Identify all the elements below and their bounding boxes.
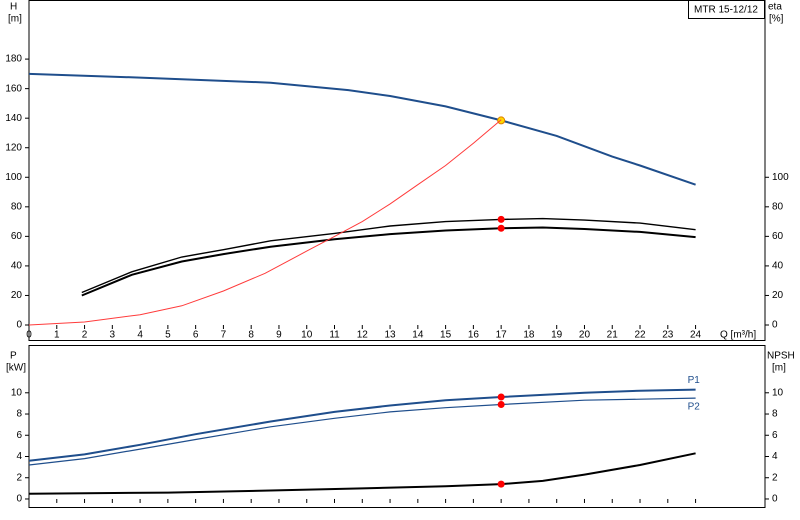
x-tick-label: 7 (221, 330, 227, 341)
x-tick-label: 18 (523, 330, 535, 341)
y-tick-label: 140 (5, 113, 22, 124)
x-tick-label: 1 (54, 330, 60, 341)
y2-tick-label: 10 (772, 387, 784, 398)
duty-point (497, 215, 505, 223)
y2-tick-label: 0 (772, 494, 778, 505)
y2-axis-label: NPSH (767, 351, 795, 362)
y2-axis-unit: [m] (772, 363, 786, 374)
x-tick-label: 19 (551, 330, 563, 341)
y-tick-label: 120 (5, 142, 22, 153)
x-tick-label: 13 (384, 330, 396, 341)
y-tick-label: 60 (11, 231, 23, 242)
y2-tick-label: 40 (772, 261, 784, 272)
x-tick-label: 11 (329, 330, 340, 341)
curve (28, 119, 502, 326)
title-box (688, 0, 765, 19)
y-tick-label: 4 (16, 451, 22, 462)
duty-point (497, 224, 505, 232)
y-tick-label: 0 (16, 494, 22, 505)
bottom-panel-frame (28, 345, 766, 508)
y-tick-label: 8 (16, 409, 22, 420)
y-axis-unit: [m] (8, 14, 22, 25)
x-tick-label: 0 (26, 330, 32, 341)
top-panel-frame (28, 0, 766, 341)
y-tick-label: 80 (11, 201, 23, 212)
duty-point (497, 116, 506, 125)
curve (28, 72, 696, 186)
x-tick-label: 8 (248, 330, 254, 341)
chart-title: MTR 15-12/12 (694, 5, 758, 16)
y2-tick-label: 2 (772, 472, 778, 483)
x-tick-label: 6 (193, 330, 199, 341)
duty-point (497, 480, 505, 488)
y-axis-unit: [kW] (6, 363, 26, 374)
curve (28, 452, 696, 495)
x-tick-label: 14 (412, 330, 424, 341)
y2-tick-label: 100 (772, 172, 789, 183)
curve-label: P2 (688, 402, 701, 413)
curve (28, 397, 696, 466)
y-tick-label: 180 (5, 54, 22, 65)
x-tick-label: 12 (357, 330, 369, 341)
y2-tick-label: 8 (772, 409, 778, 420)
y2-axis-unit: [%] (769, 14, 784, 25)
x-tick-label: 3 (110, 330, 116, 341)
y2-tick-label: 4 (772, 451, 778, 462)
y-tick-label: 0 (16, 320, 22, 331)
y-tick-label: 2 (16, 472, 22, 483)
curve (28, 388, 696, 462)
x-tick-label: 21 (607, 330, 619, 341)
y-axis-label: P (10, 351, 17, 362)
x-tick-label: 5 (165, 330, 171, 341)
y2-axis-label: eta (768, 2, 782, 13)
y2-tick-label: 60 (772, 231, 784, 242)
curve-label: P1 (688, 375, 701, 386)
y2-tick-label: 20 (772, 290, 784, 301)
x-axis-label: Q [m³/h] (720, 330, 756, 341)
duty-point (497, 400, 505, 408)
x-tick-label: 24 (690, 330, 702, 341)
x-tick-label: 16 (468, 330, 480, 341)
x-tick-label: 23 (662, 330, 674, 341)
x-tick-label: 2 (82, 330, 88, 341)
curve (81, 217, 696, 294)
x-tick-label: 20 (579, 330, 591, 341)
x-tick-label: 22 (634, 330, 646, 341)
curve (81, 226, 696, 297)
duty-point (497, 393, 505, 401)
y2-tick-label: 0 (772, 320, 778, 331)
y2-tick-label: 80 (772, 201, 784, 212)
y-tick-label: 10 (11, 387, 23, 398)
x-tick-label: 9 (276, 330, 282, 341)
y-tick-label: 160 (5, 83, 22, 94)
x-tick-label: 17 (496, 330, 508, 341)
x-tick-label: 10 (301, 330, 313, 341)
x-tick-label: 4 (137, 330, 143, 341)
x-tick-label: 15 (440, 330, 452, 341)
y-axis-label: H (10, 2, 17, 13)
y-tick-label: 40 (11, 261, 23, 272)
y2-tick-label: 6 (772, 430, 778, 441)
y-tick-label: 100 (5, 172, 22, 183)
y-tick-label: 20 (11, 290, 23, 301)
y-tick-label: 6 (16, 430, 22, 441)
